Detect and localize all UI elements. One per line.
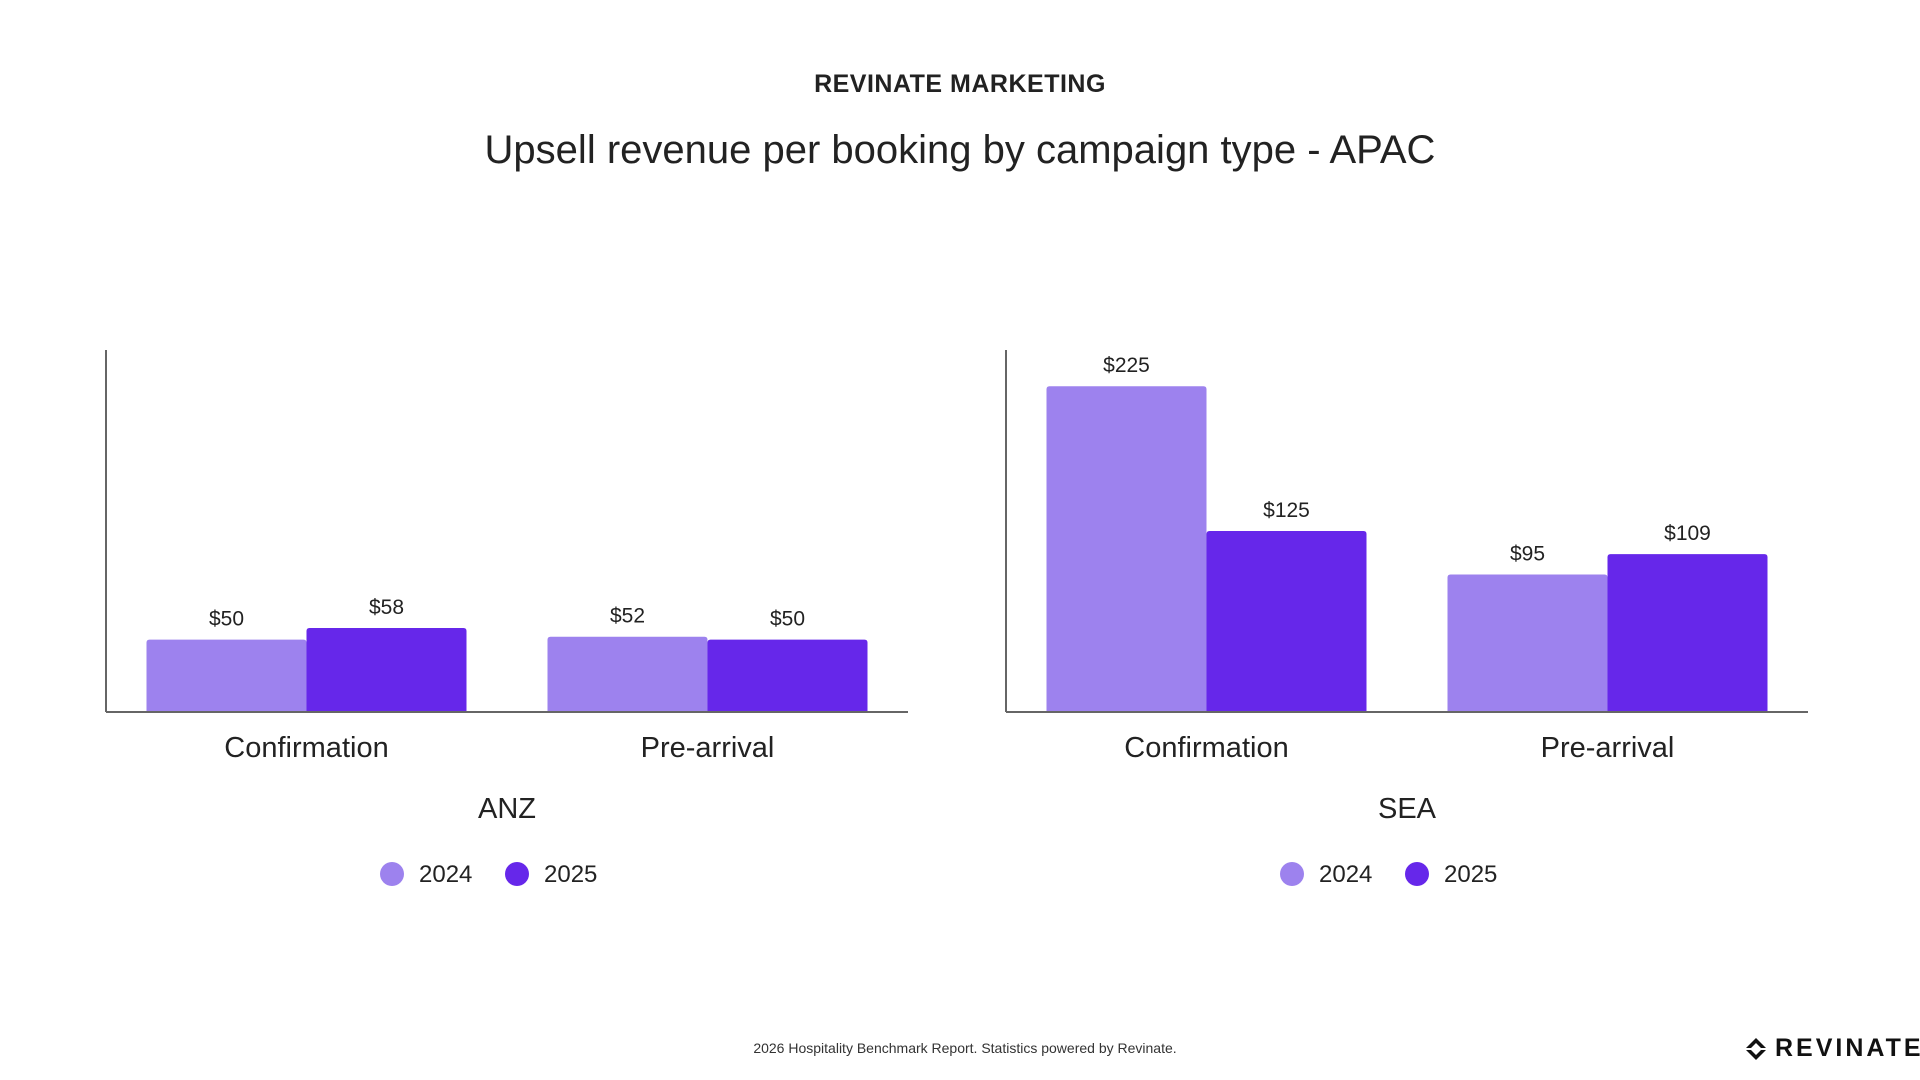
- legend-swatch-2024: [1280, 862, 1304, 886]
- bar-anz-confirmation-2025: [306, 628, 467, 712]
- data-label: $50: [209, 608, 244, 631]
- x-axis-title: SEA: [1378, 793, 1437, 825]
- bar-sea-pre-arrival-2024: [1447, 574, 1608, 712]
- legend-label: 2024: [419, 861, 472, 888]
- data-label: $50: [770, 608, 805, 631]
- chart-title: Upsell revenue per booking by campaign t…: [484, 128, 1436, 172]
- data-label: $109: [1664, 522, 1711, 545]
- x-axis-title: ANZ: [478, 793, 536, 825]
- legend-swatch-2025: [505, 862, 529, 886]
- data-label: $52: [610, 605, 645, 628]
- revinate-logo: REVINATE: [1745, 1034, 1920, 1063]
- report-overline: REVINATE MARKETING: [814, 70, 1106, 98]
- bar-anz-pre-arrival-2024: [547, 636, 708, 712]
- bar-anz-pre-arrival-2025: [707, 639, 868, 712]
- category-tick-label: Confirmation: [224, 732, 388, 764]
- category-tick-label: Pre-arrival: [1541, 732, 1675, 764]
- revinate-logo-text: REVINATE: [1775, 1034, 1920, 1062]
- legend-label: 2024: [1319, 861, 1372, 888]
- legend-label: 2025: [1444, 861, 1497, 888]
- category-tick-label: Pre-arrival: [641, 732, 775, 764]
- data-label: $95: [1510, 542, 1545, 565]
- legend-label: 2025: [544, 861, 597, 888]
- category-tick-label: Confirmation: [1124, 732, 1288, 764]
- bar-sea-pre-arrival-2025: [1607, 554, 1768, 712]
- legend-swatch-2025: [1405, 862, 1429, 886]
- revinate-logo-icon: [1746, 1037, 1766, 1060]
- bar-sea-confirmation-2025: [1206, 531, 1367, 712]
- footer-note: 2026 Hospitality Benchmark Report. Stati…: [753, 1040, 1177, 1056]
- bar-sea-confirmation-2024: [1046, 386, 1207, 712]
- data-label: $58: [369, 596, 404, 619]
- legend-swatch-2024: [380, 862, 404, 886]
- bar-anz-confirmation-2024: [146, 639, 307, 712]
- data-label: $225: [1103, 354, 1150, 377]
- data-label: $125: [1263, 499, 1310, 522]
